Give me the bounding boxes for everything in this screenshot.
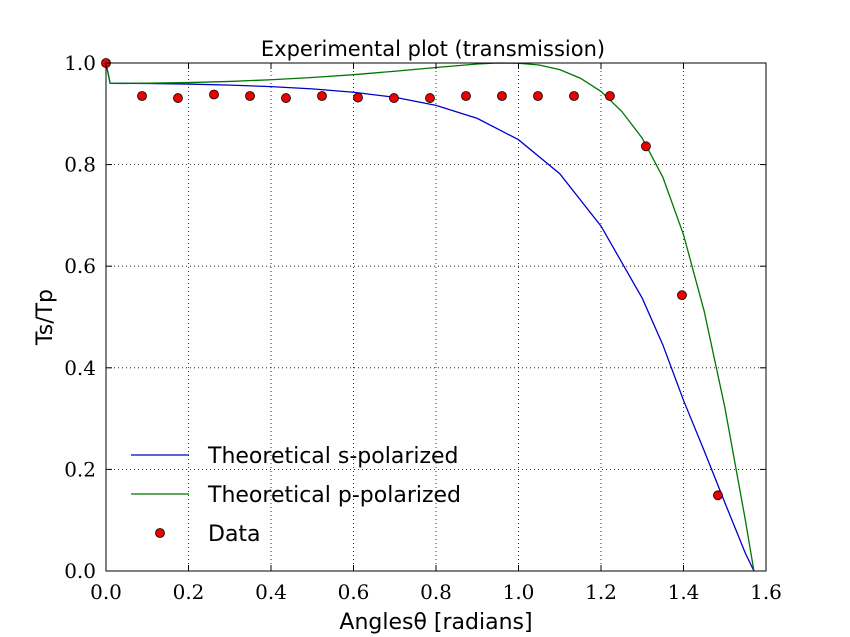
series-line [105, 62, 755, 572]
tick-labels: 0.0 0.2 0.4 0.6 0.8 1.0 1.2 1.4 1.6 0.0 0.2 0.4 0.6 0… [64, 51, 782, 604]
x-axis-label: Anglesθ [radians] [339, 610, 532, 635]
legend: Theoretical s-polarized Theoretical p-pol… [131, 444, 461, 547]
data-point [137, 91, 147, 101]
legend-label: Data [208, 522, 261, 547]
chart-title: Experimental plot (transmission) [261, 37, 605, 61]
y-tick-label: 0.4 [64, 356, 96, 380]
data-point [641, 141, 651, 152]
y-axis-label: Ts/Tp [33, 289, 58, 346]
y-tick-label: 0.2 [64, 457, 96, 481]
x-tick-label: 1.6 [750, 580, 782, 604]
y-tick-label: 0.0 [64, 559, 96, 583]
grid [106, 63, 766, 571]
data-point [245, 91, 255, 101]
data-point [317, 91, 327, 101]
x-tick-label: 0.2 [173, 580, 205, 604]
data-point [497, 91, 507, 101]
data-point [569, 91, 579, 101]
y-tick-label: 1.0 [64, 51, 96, 75]
data-point [605, 91, 615, 101]
data-point [461, 91, 471, 101]
data-point [209, 89, 219, 100]
x-tick-label: 0.0 [90, 580, 122, 604]
x-tick-label: 0.8 [420, 580, 452, 604]
data-point [533, 91, 543, 101]
legend-swatch-marker [155, 528, 165, 538]
data-point [281, 93, 291, 103]
x-tick-label: 1.2 [585, 580, 617, 604]
data-point [353, 92, 363, 103]
data-point [677, 290, 687, 301]
y-tick-label: 0.8 [64, 153, 96, 177]
x-tick-label: 1.0 [503, 580, 535, 604]
ticks [105, 62, 767, 572]
data-point [173, 93, 183, 103]
y-tick-label: 0.6 [64, 254, 96, 278]
data-point [713, 490, 723, 501]
x-tick-label: 1.4 [668, 580, 700, 604]
legend-label: Theoretical s-polarized [207, 444, 459, 469]
x-tick-label: 0.6 [338, 580, 370, 604]
legend-label: Theoretical p-polarized [207, 483, 461, 508]
x-tick-label: 0.4 [255, 580, 287, 604]
data-point [389, 93, 399, 103]
series-layer [101, 58, 755, 572]
data-point [425, 93, 435, 103]
